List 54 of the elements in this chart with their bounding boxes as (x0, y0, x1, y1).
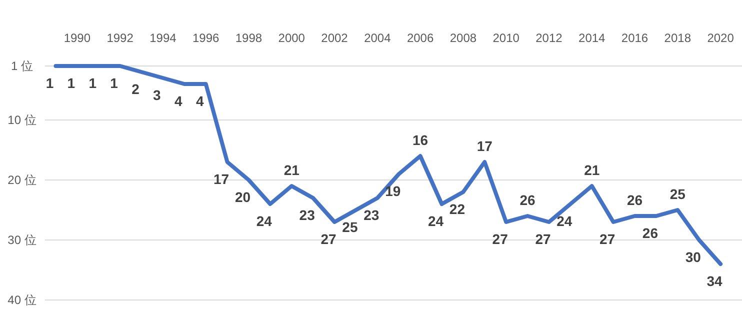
x-tick-label: 1992 (106, 31, 134, 45)
data-label: 4 (196, 93, 204, 109)
x-tick-label: 1998 (235, 31, 262, 45)
data-label: 1 (46, 75, 54, 91)
data-label: 26 (642, 225, 658, 241)
data-label: 26 (626, 192, 643, 208)
data-label: 27 (492, 231, 508, 247)
data-label: 24 (556, 213, 572, 229)
x-tick-label: 2006 (406, 31, 434, 45)
data-label: 25 (342, 219, 358, 235)
data-label: 17 (476, 138, 493, 154)
x-tick-label: 2014 (578, 31, 606, 45)
data-label: 20 (234, 189, 251, 205)
x-tick-label: 2018 (664, 31, 692, 45)
x-tick-label: 1990 (64, 31, 91, 45)
data-label: 4 (174, 93, 182, 109)
line-series (54, 64, 723, 266)
x-tick-label: 2020 (707, 31, 734, 45)
x-tick-label: 2002 (321, 31, 348, 45)
data-label: 27 (535, 231, 551, 247)
data-label: 27 (600, 231, 616, 247)
data-label: 2 (132, 81, 140, 97)
data-label: 1 (67, 75, 76, 91)
data-label: 24 (256, 213, 272, 229)
x-tick-label: 2008 (450, 31, 477, 45)
data-label: 34 (706, 273, 723, 289)
x-tick-label: 1996 (192, 31, 220, 45)
y-tick-label: 30 位 (8, 233, 36, 247)
data-label: 30 (685, 249, 702, 265)
x-tick-label: 1994 (150, 31, 177, 45)
x-tick-label: 2000 (278, 31, 306, 45)
data-label: 26 (520, 192, 536, 208)
data-label: 21 (584, 162, 600, 178)
data-label: 3 (153, 87, 162, 103)
y-tick-label: 1 位 (10, 59, 34, 73)
data-label: 27 (320, 231, 337, 247)
x-tick-label: 2010 (492, 31, 520, 45)
y-tick-label: 40 位 (8, 293, 36, 307)
data-label: 23 (299, 207, 316, 223)
data-label: 21 (284, 162, 300, 178)
data-label: 19 (385, 183, 401, 199)
data-label: 16 (412, 132, 428, 148)
data-label: 22 (449, 201, 466, 217)
data-label: 1 (88, 75, 97, 91)
data-label: 25 (670, 186, 686, 202)
x-tick-label: 2016 (621, 31, 648, 45)
y-tick-label: 20 位 (8, 173, 36, 187)
data-label: 1 (110, 75, 118, 91)
x-tick-label: 2012 (536, 31, 563, 45)
data-label: 23 (364, 207, 380, 223)
data-label: 24 (428, 213, 444, 229)
data-label: 17 (214, 171, 230, 187)
y-tick-label: 10 位 (8, 113, 36, 127)
x-tick-label: 2004 (364, 31, 392, 45)
